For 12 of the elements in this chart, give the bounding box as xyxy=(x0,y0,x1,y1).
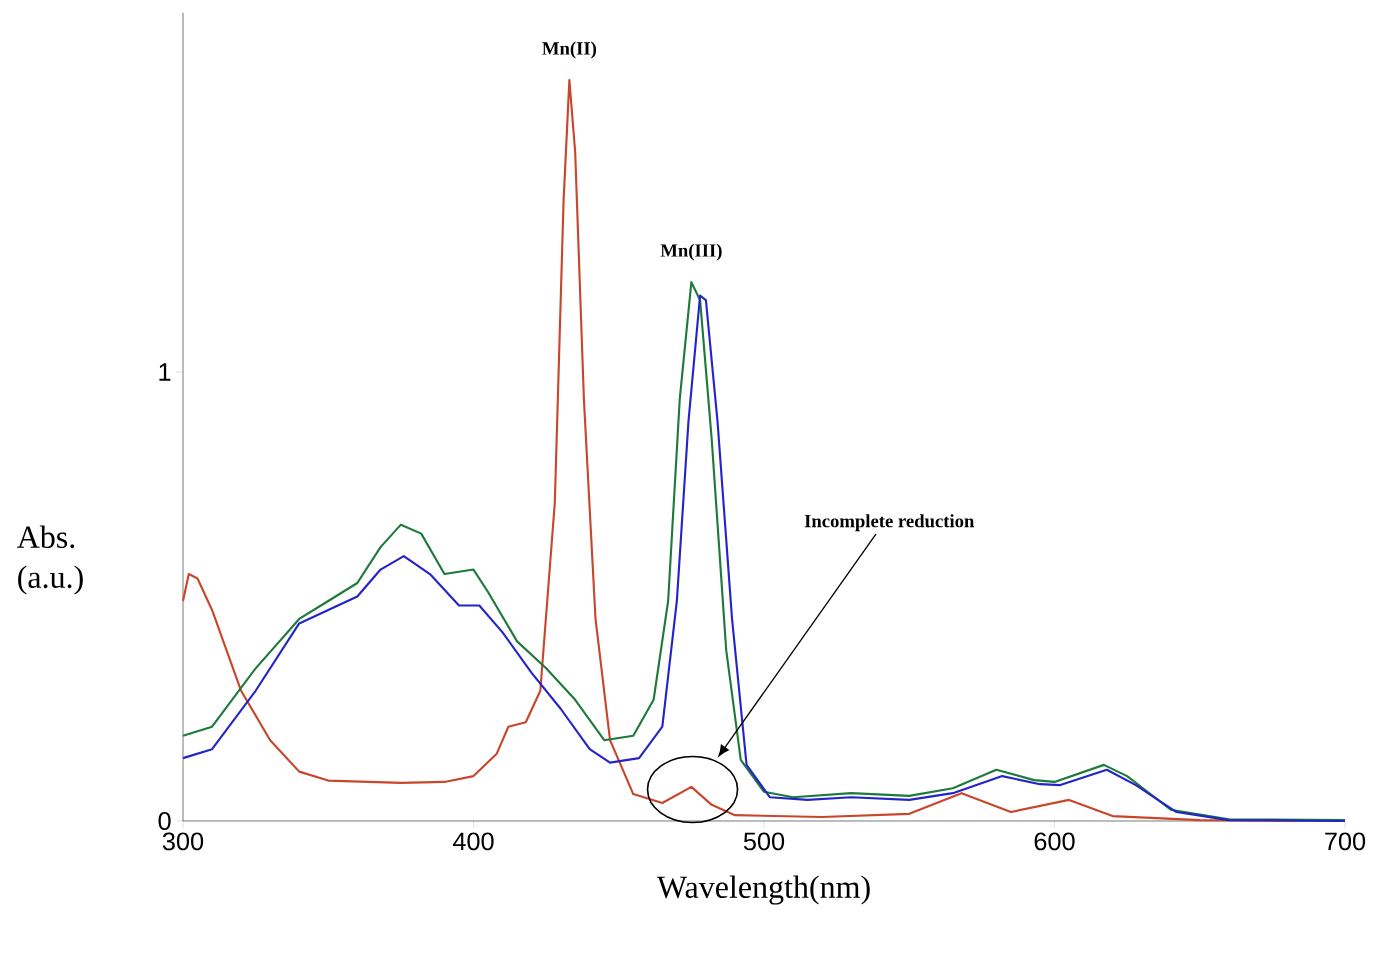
x-tick-label: 500 xyxy=(743,832,785,851)
annotation: Mn(III) xyxy=(660,243,722,261)
x-tick-label: 300 xyxy=(162,832,204,851)
y-axis-title: Abs. (a.u.) xyxy=(17,525,83,595)
x-tick-label: 600 xyxy=(1034,832,1075,851)
annotation: Incomplete reduction xyxy=(804,514,975,532)
annotation: Mn(II) xyxy=(542,41,597,59)
x-tick-label: 700 xyxy=(1325,832,1366,851)
x-axis-title: Wavelength(nm) xyxy=(656,875,870,905)
y-tick-label: 0 xyxy=(158,812,171,830)
x-tick-label: 400 xyxy=(452,832,494,851)
y-tick-label: 1 xyxy=(159,363,171,381)
